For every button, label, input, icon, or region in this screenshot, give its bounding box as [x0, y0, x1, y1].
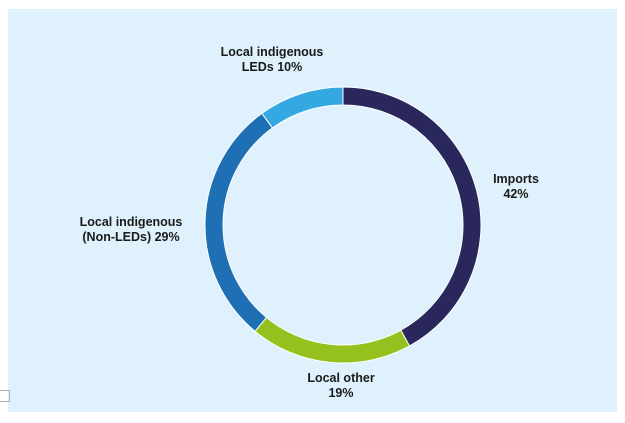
donut-slice-2 — [204, 112, 274, 333]
corner-bracket-mark — [0, 390, 10, 402]
slice-label-line: Local indigenous — [221, 45, 324, 59]
donut-slice-0 — [342, 86, 482, 347]
donut-slice-1 — [254, 316, 411, 364]
slice-label-line: 42% — [503, 187, 528, 201]
slice-label-0: Imports 42% — [493, 172, 539, 201]
slice-label-line: (Non-LEDs) 29% — [82, 230, 179, 244]
donut-labels: Imports 42% Local other 19% Local indigenous… — [80, 45, 539, 400]
slice-label-line: Local other — [307, 371, 375, 385]
donut-slices — [204, 86, 482, 364]
slice-label-2: Local indigenous (Non-LEDs) 29% — [80, 215, 183, 244]
slice-label-3: Local indigenous LEDs 10% — [221, 45, 324, 74]
slice-label-line: LEDs 10% — [242, 60, 302, 74]
slice-label-line: Local indigenous — [80, 215, 183, 229]
donut-slice-3 — [261, 86, 344, 129]
slice-label-line: Imports — [493, 172, 539, 186]
slice-label-1: Local other 19% — [307, 371, 375, 400]
slice-label-line: 19% — [328, 386, 353, 400]
